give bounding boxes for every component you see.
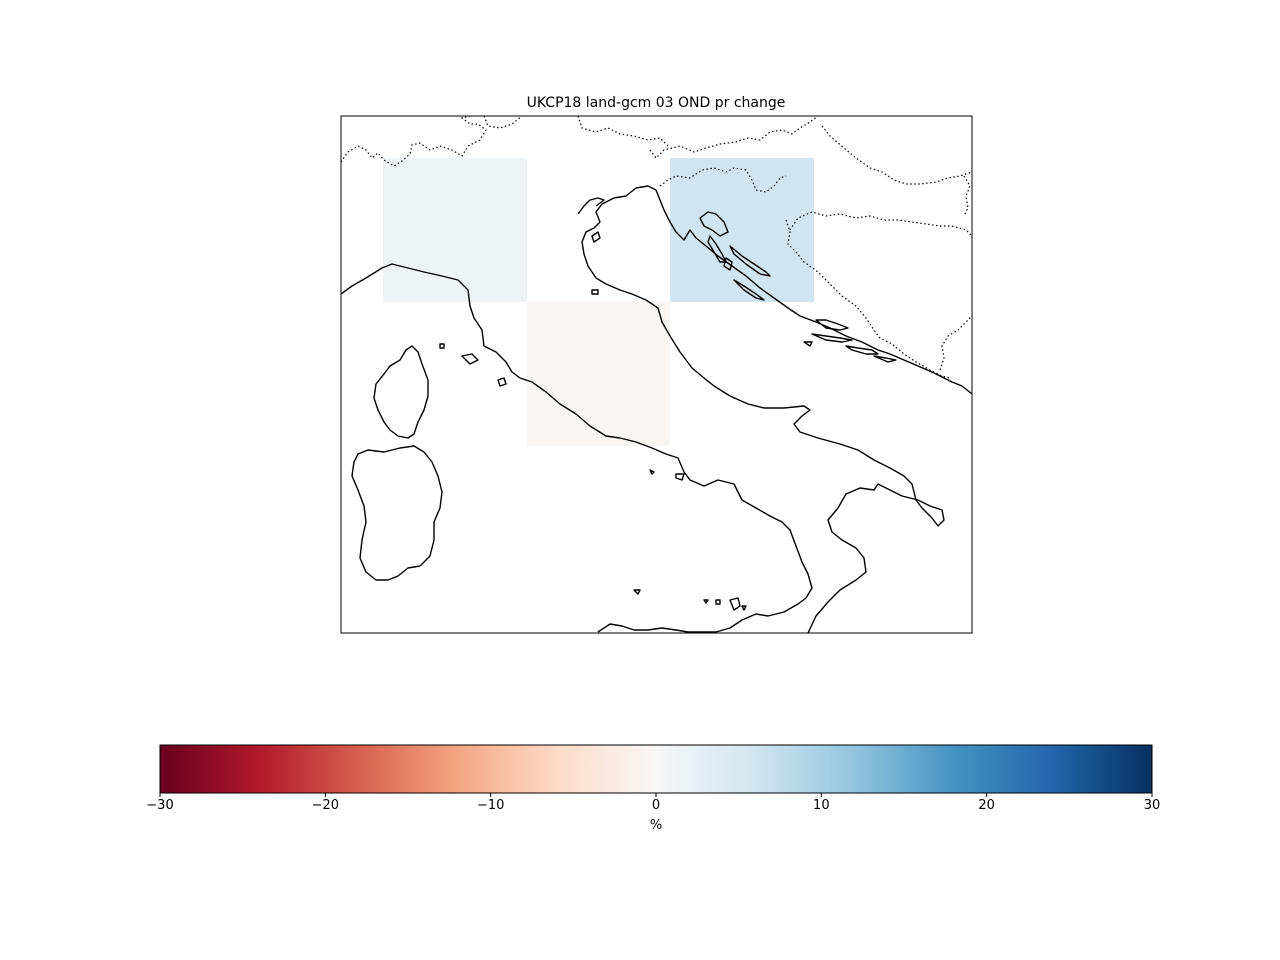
coast-gulf-venice: [577, 197, 605, 243]
colorbar-tick-label: 30: [1144, 798, 1161, 813]
colorbar-ticks: −30 −20 −10 0 10 20 30: [146, 793, 1160, 813]
border-alps: [341, 116, 669, 167]
coast-island-aeolian-4: [741, 605, 747, 611]
colorbar-tick-label: −10: [477, 798, 504, 813]
grid-cell-northwest: [383, 158, 527, 302]
colorbar: −30 −20 −10 0 10 20 30 %: [146, 744, 1160, 833]
coast-island-ponza: [649, 469, 655, 475]
colorbar-tick-label: 0: [652, 798, 660, 813]
border-montenegro: [939, 315, 972, 371]
map-content: [341, 116, 972, 633]
colorbar-tick-label: 10: [813, 798, 830, 813]
coast-island-hvar: [811, 333, 853, 343]
coast-island-dugi: [733, 279, 765, 301]
coast-istria-dalmatia: [655, 189, 972, 395]
coast-island-ischia: [675, 473, 685, 481]
coast-island-korcula: [845, 345, 879, 355]
coast-island-tremiti: [591, 289, 599, 295]
coast-island-aeolian-3: [703, 599, 709, 604]
coast-island-aeolian-1: [729, 597, 741, 611]
coast-island-aeolian-2: [715, 599, 721, 605]
coast-island-cres: [707, 235, 727, 263]
colorbar-unit-label: %: [650, 818, 662, 833]
grid-cell-northeast: [670, 158, 814, 302]
map-panel: [340, 115, 973, 634]
coast-island-ustica: [633, 589, 641, 595]
coast-island-giglio: [497, 377, 507, 387]
colorbar-tick-label: −20: [312, 798, 339, 813]
map-frame: [340, 115, 973, 634]
coast-island-rab: [723, 257, 733, 271]
colorbar-bar: [159, 744, 1153, 794]
grid-cell-central: [527, 302, 670, 446]
coast-island-pag: [729, 245, 771, 277]
coast-island-elba: [461, 353, 479, 365]
border-croatia-slovenia: [659, 167, 787, 193]
coast-island-capraia: [439, 343, 445, 349]
map-title: UKCP18 land-gcm 03 OND pr change: [527, 95, 786, 111]
border-bosnia: [785, 219, 951, 379]
colorbar-tick-label: −30: [146, 798, 173, 813]
coast-island-mljet: [873, 355, 897, 363]
coast-sardinia: [351, 445, 443, 581]
colorbar-tick-label: 20: [978, 798, 995, 813]
coast-island-krk: [699, 211, 729, 237]
coast-island-brac: [815, 319, 849, 331]
coast-italy-mainland: [341, 185, 945, 633]
coast-corsica: [373, 345, 429, 439]
coast-island-small-1: [803, 341, 813, 347]
